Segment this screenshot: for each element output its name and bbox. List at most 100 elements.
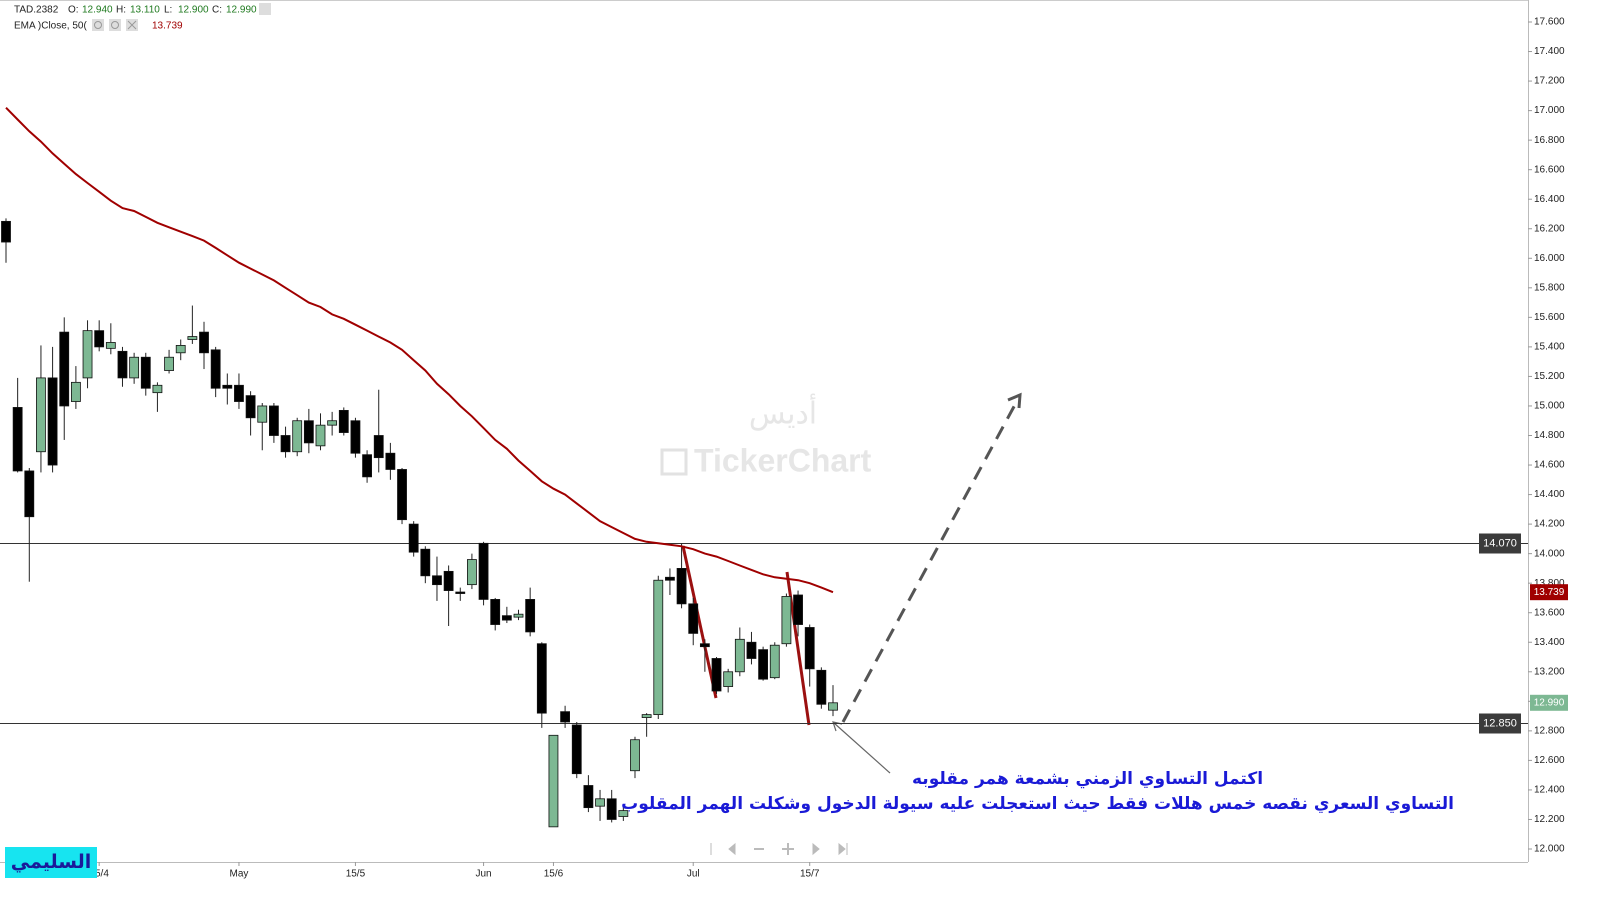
candle-body <box>641 714 652 718</box>
candle-body <box>1 220 11 243</box>
candle-body <box>583 785 594 809</box>
y-tick-label: 16.400 <box>1534 194 1565 205</box>
logo: السليمي <box>5 847 97 878</box>
header-icons <box>92 3 271 31</box>
candle-body <box>501 615 512 621</box>
y-tick-label: 16.800 <box>1534 135 1565 146</box>
y-tick-label: 17.400 <box>1534 46 1565 57</box>
candle-body <box>210 349 221 389</box>
candle-body <box>24 470 35 518</box>
candle-body <box>245 395 256 419</box>
candle-body <box>187 336 198 340</box>
scroll-nav[interactable] <box>710 842 848 856</box>
y-tick-label: 16.200 <box>1534 223 1565 234</box>
candle-body <box>350 420 361 454</box>
symbol: TAD.2382 <box>14 5 59 16</box>
annotation: اكتمل التساوي الزمني بشمعة همر مقلوبه <box>912 769 1264 789</box>
candle-body <box>478 542 489 600</box>
candle-body <box>82 330 93 379</box>
candle-body <box>12 407 23 472</box>
pointer-arrow <box>833 722 891 774</box>
candle-body <box>676 568 687 605</box>
price-tag-label: 12.990 <box>1534 697 1565 708</box>
x-tick-label: May <box>230 869 249 880</box>
x-tick-label: 15/5 <box>346 869 366 880</box>
ema-name: EMA )Close, 50( <box>14 21 87 32</box>
candle-body <box>467 559 477 586</box>
candle-body <box>292 420 303 453</box>
projection-arrow <box>841 400 1019 723</box>
candle-body <box>699 643 710 648</box>
candle-body <box>47 377 58 466</box>
legend-key: O: <box>68 5 79 16</box>
x-tick-label: Jun <box>476 869 492 880</box>
y-tick-label: 16.000 <box>1534 253 1565 264</box>
candle-body <box>420 548 431 577</box>
y-tick-label: 12.400 <box>1534 785 1565 796</box>
candle-body <box>793 594 803 625</box>
candle-body <box>769 644 780 679</box>
candle-body <box>653 579 664 716</box>
y-tick-label: 17.200 <box>1534 76 1565 87</box>
candle-body <box>525 599 536 633</box>
level-label: 14.070 <box>1483 537 1517 549</box>
candle-body <box>117 350 128 379</box>
candle-body <box>734 638 745 673</box>
candle-body <box>781 596 792 645</box>
watermark-text: أديس <box>749 393 817 432</box>
y-tick-label: 14.600 <box>1534 460 1565 471</box>
y-tick-label: 13.200 <box>1534 666 1565 677</box>
y-tick-label: 17.600 <box>1534 17 1565 28</box>
candle-body <box>408 523 419 553</box>
trend-line <box>681 545 718 699</box>
candle-body <box>723 671 734 687</box>
watermark-text: TickerChart <box>694 442 872 478</box>
candle-body <box>618 810 629 817</box>
candle-body <box>269 405 279 436</box>
candle-body <box>630 739 640 772</box>
candle-body <box>828 702 838 711</box>
candle-body <box>280 435 291 453</box>
level-tag <box>1479 533 1521 554</box>
y-tick-label: 13.800 <box>1534 578 1565 589</box>
candle-body <box>164 356 174 371</box>
candle-body <box>665 576 675 581</box>
candle-body <box>595 798 605 807</box>
y-tick-label: 15.200 <box>1534 371 1565 382</box>
legend-value: 12.900 <box>178 5 209 16</box>
candle-body <box>385 452 396 470</box>
annotation: التساوي السعري نقصه خمس هللات فقط حيث اس… <box>621 794 1454 814</box>
y-tick-label: 15.600 <box>1534 312 1565 323</box>
ema-tag-label: 13.739 <box>1534 587 1565 598</box>
legend-value: 13.110 <box>130 5 160 16</box>
candle-body <box>490 599 501 625</box>
level-label: 12.850 <box>1483 717 1517 729</box>
candle-body <box>758 649 769 680</box>
y-tick-label: 14.000 <box>1534 548 1565 559</box>
candle-body <box>571 724 582 775</box>
candle-body <box>70 381 81 402</box>
price-tag <box>1530 694 1568 711</box>
candle-body <box>129 356 140 379</box>
ema-line <box>5 106 834 594</box>
candle-body <box>606 798 617 820</box>
x-tick-label: 15/6 <box>544 869 564 880</box>
candle-body <box>315 424 326 447</box>
watermark-icon <box>660 448 688 476</box>
candle-body <box>199 331 209 354</box>
candle-body <box>816 669 827 705</box>
candle-body <box>175 345 186 354</box>
y-tick-label: 14.400 <box>1534 489 1565 500</box>
y-tick-label: 13.600 <box>1534 607 1565 618</box>
y-tick-label: 14.200 <box>1534 519 1565 530</box>
x-tick-label: 15/4 <box>89 869 109 880</box>
candle-body <box>432 575 442 586</box>
candle-body <box>548 734 559 828</box>
candle-body <box>152 384 163 394</box>
arrow-head <box>1007 392 1022 409</box>
y-tick-label: 12.600 <box>1534 755 1565 766</box>
candle-body <box>711 658 722 692</box>
y-tick-label: 17.000 <box>1534 105 1565 116</box>
